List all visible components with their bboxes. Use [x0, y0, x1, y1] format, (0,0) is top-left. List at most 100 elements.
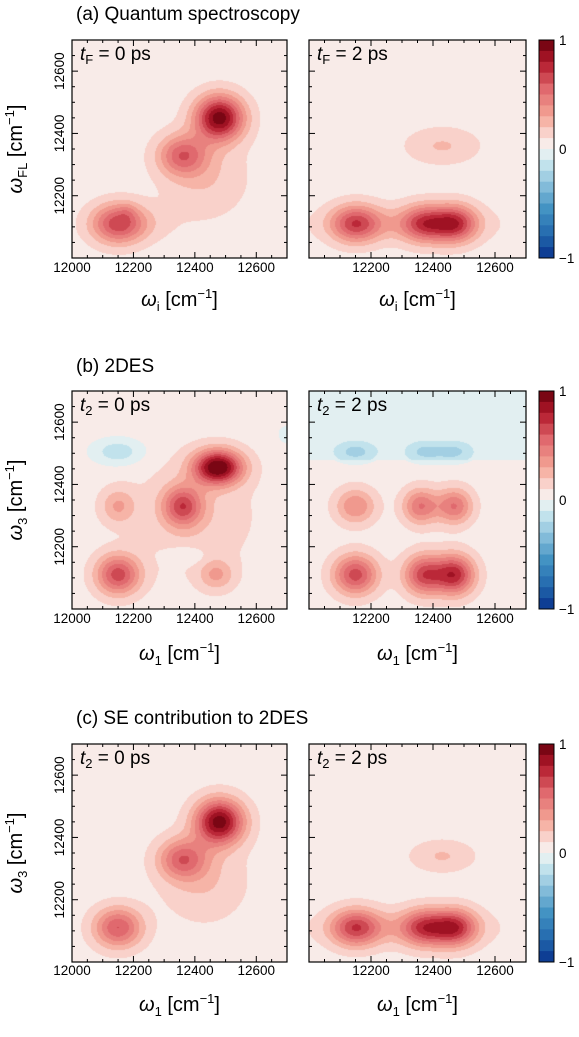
x-tick-label: 12200 — [352, 963, 390, 978]
colorbar-level — [539, 225, 554, 237]
colorbar: 1 0 −1 — [538, 737, 574, 970]
colorbar-level — [539, 445, 554, 457]
colorbar-level — [539, 754, 554, 767]
y-tick-label: 12600 — [52, 403, 67, 441]
colorbar-tick-label: −1 — [559, 955, 574, 970]
colorbar-level — [539, 94, 554, 106]
colorbar-level — [539, 587, 554, 599]
x-tick-label: 12600 — [476, 963, 514, 978]
chart-row-1: (a) Quantum spectroscopy 12000 12200 12400 1… — [2, 4, 574, 314]
x-axis-label: ω1 [cm−1] — [377, 640, 458, 668]
x-axis-label: ωi [cm−1] — [379, 286, 456, 314]
colorbar-level — [539, 159, 554, 172]
colorbar-level — [539, 820, 554, 832]
x-axis-label: ωi [cm−1] — [141, 286, 218, 314]
colorbar-level — [539, 247, 554, 259]
heatmap-image — [309, 40, 526, 258]
colorbar: 1 0 −1 — [538, 384, 574, 617]
y-tick-label: 12200 — [52, 177, 67, 215]
y-axis-label: ω3 [cm−1] — [2, 460, 30, 541]
row-title: (b) 2DES — [76, 356, 154, 377]
colorbar-level — [539, 831, 554, 843]
colorbar-level — [539, 776, 554, 789]
panel-label: tF = 0 ps — [80, 44, 151, 67]
colorbar-frame — [538, 743, 555, 963]
colorbar-level — [539, 842, 554, 854]
colorbar-level — [539, 236, 554, 248]
x-tick-label: 12200 — [115, 611, 153, 626]
y-tick-label: 12600 — [52, 756, 67, 794]
heatmap-panel: 12000 12200 12400 12600 12200 12400 12600 t2 = … — [52, 743, 288, 1019]
colorbar-level — [539, 391, 554, 403]
colorbar-level — [539, 105, 554, 117]
colorbar-level — [539, 532, 554, 545]
heatmap-panel: 12200 12400 12600 t2 = 2 ps ω1 [cm−1] — [308, 390, 527, 668]
colorbar-level — [539, 853, 554, 865]
x-tick-label: 12200 — [352, 260, 390, 275]
colorbar-level — [539, 214, 554, 226]
colorbar-frame — [538, 39, 555, 259]
colorbar-level — [539, 765, 554, 778]
colorbar-level — [539, 863, 554, 876]
x-tick-label: 12200 — [115, 963, 153, 978]
colorbar-level — [539, 127, 554, 139]
colorbar-level — [539, 412, 554, 425]
panel-label: tF = 2 ps — [317, 44, 388, 67]
x-tick-label: 12000 — [53, 260, 91, 275]
colorbar-level — [539, 192, 554, 204]
x-tick-label: 12600 — [238, 260, 276, 275]
y-tick-label: 12400 — [52, 466, 67, 504]
colorbar-level — [539, 116, 554, 128]
colorbar-level — [539, 478, 554, 490]
colorbar-level — [539, 456, 554, 468]
panel-label: t2 = 0 ps — [80, 395, 150, 418]
colorbar-level — [539, 423, 554, 436]
y-tick-label: 12200 — [52, 881, 67, 919]
y-axis-label: ωFL [cm−1] — [2, 105, 30, 194]
colorbar-level — [539, 50, 554, 63]
colorbar-level — [539, 744, 554, 756]
colorbar-level — [539, 940, 554, 952]
colorbar-tick-label: −1 — [559, 251, 574, 266]
row-title: (c) SE contribution to 2DES — [76, 708, 308, 729]
colorbar-tick-label: −1 — [559, 602, 574, 617]
y-tick-label: 12600 — [52, 52, 67, 90]
y-tick-label: 12200 — [52, 528, 67, 566]
colorbar-level — [539, 576, 554, 588]
colorbar-level — [539, 467, 554, 479]
colorbar-level — [539, 787, 554, 799]
heatmap-image — [72, 391, 287, 609]
panel-label: t2 = 2 ps — [317, 748, 387, 771]
colorbar-level — [539, 554, 554, 566]
colorbar-level — [539, 929, 554, 941]
colorbar-frame — [538, 390, 555, 610]
x-tick-label: 12200 — [115, 260, 153, 275]
x-tick-label: 12400 — [176, 611, 214, 626]
colorbar: 1 0 −1 — [538, 33, 574, 266]
colorbar-level — [539, 874, 554, 887]
colorbar-tick-label: 1 — [559, 384, 567, 399]
colorbar-level — [539, 40, 554, 52]
x-tick-label: 12000 — [53, 611, 91, 626]
x-tick-label: 12400 — [176, 260, 214, 275]
colorbar-level — [539, 521, 554, 534]
y-tick-label: 12400 — [52, 115, 67, 153]
colorbar-level — [539, 138, 554, 150]
colorbar-level — [539, 401, 554, 414]
x-axis-label: ω1 [cm−1] — [377, 991, 458, 1019]
x-tick-label: 12400 — [176, 963, 214, 978]
panel-label: t2 = 0 ps — [80, 748, 150, 771]
heatmap-panel: 12000 12200 12400 12600 12200 12400 12600 t2 = … — [52, 390, 288, 668]
row-title: (a) Quantum spectroscopy — [76, 4, 300, 25]
x-tick-label: 12600 — [476, 260, 514, 275]
x-tick-label: 12000 — [53, 963, 91, 978]
colorbar-level — [539, 510, 554, 523]
colorbar-level — [539, 543, 554, 555]
colorbar-level — [539, 798, 554, 810]
heatmap-panel: 12200 12400 12600 t2 = 2 ps ω1 [cm−1] — [308, 743, 527, 1019]
colorbar-level — [539, 500, 554, 512]
colorbar-tick-label: 1 — [559, 737, 567, 752]
colorbar-level — [539, 598, 554, 610]
